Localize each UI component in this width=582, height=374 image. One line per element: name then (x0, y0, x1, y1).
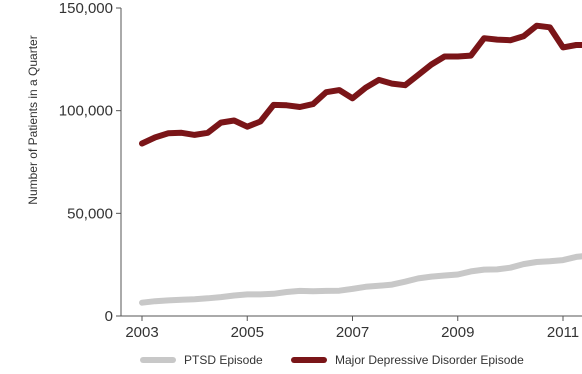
data-point (152, 134, 158, 140)
data-point (376, 283, 382, 289)
data-point (323, 89, 329, 95)
legend-label: Major Depressive Disorder Episode (335, 353, 524, 367)
data-point (192, 296, 198, 302)
data-point (323, 288, 329, 294)
data-point (244, 124, 250, 130)
x-tick-label: 2007 (336, 324, 369, 341)
data-point (139, 140, 145, 147)
data-point (520, 261, 527, 267)
x-tick-label: 2005 (231, 324, 264, 341)
data-point (244, 291, 250, 297)
data-point (349, 95, 356, 101)
data-point (573, 254, 579, 260)
data-point (402, 279, 408, 285)
data-point (494, 266, 500, 272)
data-point (481, 35, 487, 41)
data-point (231, 292, 237, 299)
data-point (231, 117, 237, 124)
data-point (363, 284, 369, 290)
data-point (257, 291, 263, 297)
legend: PTSD Episode Major Depressive Disorder Ep… (140, 353, 524, 367)
data-point (205, 130, 211, 136)
data-point (192, 132, 198, 138)
data-point (376, 77, 382, 83)
data-point (257, 118, 263, 125)
data-point (455, 271, 461, 278)
data-point (442, 272, 448, 279)
data-point (428, 61, 434, 68)
data-point (468, 53, 474, 59)
legend-label: PTSD Episode (184, 353, 263, 367)
data-point (560, 44, 566, 51)
data-point (271, 102, 277, 108)
y-tick-label: 0 (105, 308, 113, 325)
data-point (336, 288, 342, 294)
data-point (507, 37, 513, 43)
series-mdd (139, 22, 582, 147)
legend-item: PTSD Episode (140, 353, 263, 367)
y-tick-label: 100,000 (59, 103, 113, 120)
data-point (284, 289, 290, 295)
legend-item: Major Depressive Disorder Episode (291, 353, 524, 367)
data-point (455, 53, 461, 60)
series-group (139, 22, 582, 306)
data-point (534, 23, 540, 29)
data-point (428, 274, 434, 280)
data-point (178, 297, 185, 303)
data-point (415, 72, 421, 78)
series-line (139, 253, 582, 306)
data-point (218, 120, 224, 126)
y-axis-title: Number of Patients in a Quarter (26, 35, 40, 204)
y-tick-label: 150,000 (59, 0, 113, 17)
x-ticks: 2003 2005 2007 2009 2011 (125, 316, 579, 341)
data-point (336, 87, 342, 93)
data-point (271, 291, 277, 297)
data-point (468, 268, 474, 274)
data-point (363, 85, 369, 91)
data-point (297, 104, 303, 110)
data-point (218, 294, 224, 300)
y-tick-label: 50,000 (67, 205, 113, 222)
x-tick-label: 2009 (441, 324, 474, 341)
data-point (402, 82, 408, 88)
data-point (310, 101, 316, 107)
data-point (310, 288, 316, 294)
data-point (165, 130, 171, 136)
data-point (534, 259, 540, 265)
x-tick-label: 2003 (125, 324, 158, 341)
data-point (152, 298, 158, 304)
series-ptsd (139, 253, 582, 306)
data-point (297, 288, 303, 294)
data-point (520, 33, 527, 39)
data-point (389, 282, 395, 288)
data-point (560, 257, 566, 263)
x-tick-label: 2011 (547, 324, 579, 341)
data-point (205, 295, 211, 301)
data-point (547, 258, 553, 264)
data-point (284, 102, 290, 108)
data-point (415, 275, 421, 281)
data-point (178, 130, 185, 136)
y-ticks: 0 50,000 100,000 150,000 (59, 0, 121, 325)
data-point (547, 24, 553, 30)
data-point (139, 300, 145, 306)
data-point (442, 53, 448, 60)
data-point (165, 297, 171, 303)
axes (120, 8, 582, 317)
data-point (494, 37, 500, 43)
data-point (573, 42, 579, 48)
data-point (389, 81, 395, 87)
series-line (139, 22, 582, 147)
data-point (481, 267, 487, 273)
data-point (507, 265, 513, 271)
data-point (349, 286, 356, 292)
